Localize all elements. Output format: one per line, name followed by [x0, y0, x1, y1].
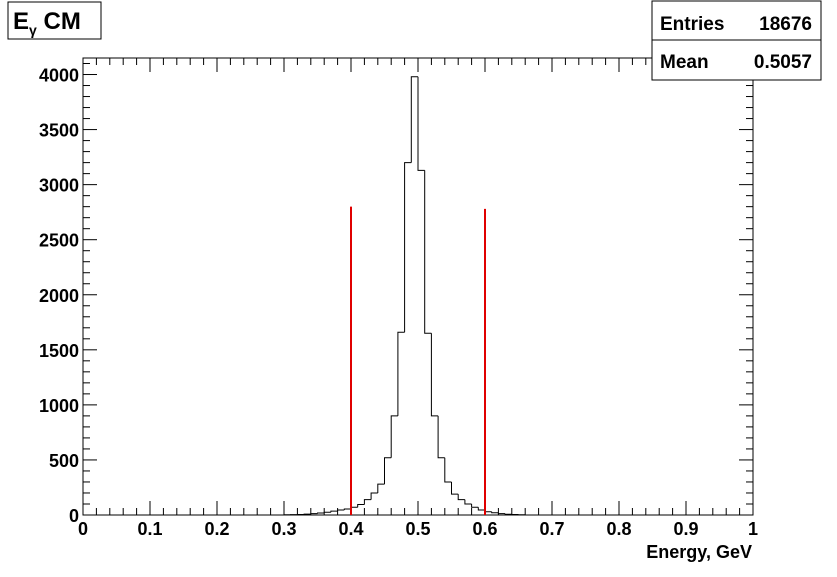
x-tick-label: 0.9 — [673, 519, 698, 539]
x-tick-label: 0 — [78, 519, 88, 539]
y-tick-label: 3500 — [39, 121, 79, 141]
y-tick-label: 3000 — [39, 176, 79, 196]
y-tick-label: 2500 — [39, 231, 79, 251]
histogram-bin — [452, 482, 459, 494]
x-tick-label: 1 — [748, 519, 758, 539]
histogram-bin — [438, 416, 445, 458]
histogram-bin — [338, 510, 345, 511]
title-suffix: CM — [37, 8, 81, 35]
histogram-bin — [398, 332, 405, 416]
x-tick-label: 0.3 — [271, 519, 296, 539]
histogram-bin — [458, 494, 465, 500]
x-tick-label: 0.1 — [137, 519, 162, 539]
histogram-bin — [431, 333, 438, 416]
histogram-bin — [364, 500, 371, 505]
stats-entries-value: 18676 — [759, 14, 812, 35]
stats-entries-label: Entries — [660, 14, 724, 35]
x-tick-label: 0.5 — [405, 519, 430, 539]
y-tick-label: 2000 — [39, 286, 79, 306]
histogram-bin — [498, 513, 505, 514]
x-tick-label: 0.4 — [338, 519, 363, 539]
histogram-bin — [425, 170, 432, 333]
y-tick-label: 4000 — [39, 66, 79, 86]
chart-title: Eγ CM — [13, 8, 81, 38]
histogram-bin — [351, 507, 358, 509]
histogram-bin — [318, 513, 325, 514]
histogram-bin — [445, 458, 452, 482]
x-tick-label: 0.6 — [472, 519, 497, 539]
y-tick-label: 0 — [69, 506, 79, 526]
y-tick-label: 1500 — [39, 341, 79, 361]
histogram-series — [284, 77, 525, 515]
x-axis-label: Energy, GeV — [646, 542, 752, 562]
histogram-bin — [324, 512, 331, 513]
title-main: E — [13, 8, 29, 35]
histogram-bin — [485, 510, 492, 512]
x-tick-label: 0.2 — [204, 519, 229, 539]
histogram-bin — [405, 163, 412, 333]
tick-labels: 0 0.1 0.2 0.3 0.4 0.5 0.6 0.7 0.8 0.9 1 0 500 1000 150… — [39, 66, 758, 539]
stats-mean-label: Mean — [660, 52, 709, 73]
y-tick-label: 500 — [49, 451, 79, 471]
histogram-bin — [385, 458, 392, 484]
histogram-bin — [418, 77, 425, 171]
histogram-bin — [505, 514, 512, 515]
histogram-bin — [478, 507, 485, 510]
histogram-bin — [378, 484, 385, 493]
x-tick-label: 0.7 — [539, 519, 564, 539]
title-subscript: γ — [29, 22, 37, 38]
histogram-bin — [331, 511, 338, 512]
histogram-bin — [492, 512, 499, 513]
stats-mean-value: 0.5057 — [754, 52, 812, 73]
histogram-bin — [391, 416, 398, 458]
histogram-bin — [472, 504, 479, 507]
histogram-bin — [358, 505, 365, 508]
x-tick-label: 0.8 — [606, 519, 631, 539]
histogram-bin — [344, 509, 351, 510]
histogram-bin — [371, 493, 378, 500]
cut-lines — [351, 207, 485, 515]
histogram-bin — [465, 500, 472, 504]
histogram-bin — [411, 77, 418, 163]
y-tick-label: 1000 — [39, 396, 79, 416]
